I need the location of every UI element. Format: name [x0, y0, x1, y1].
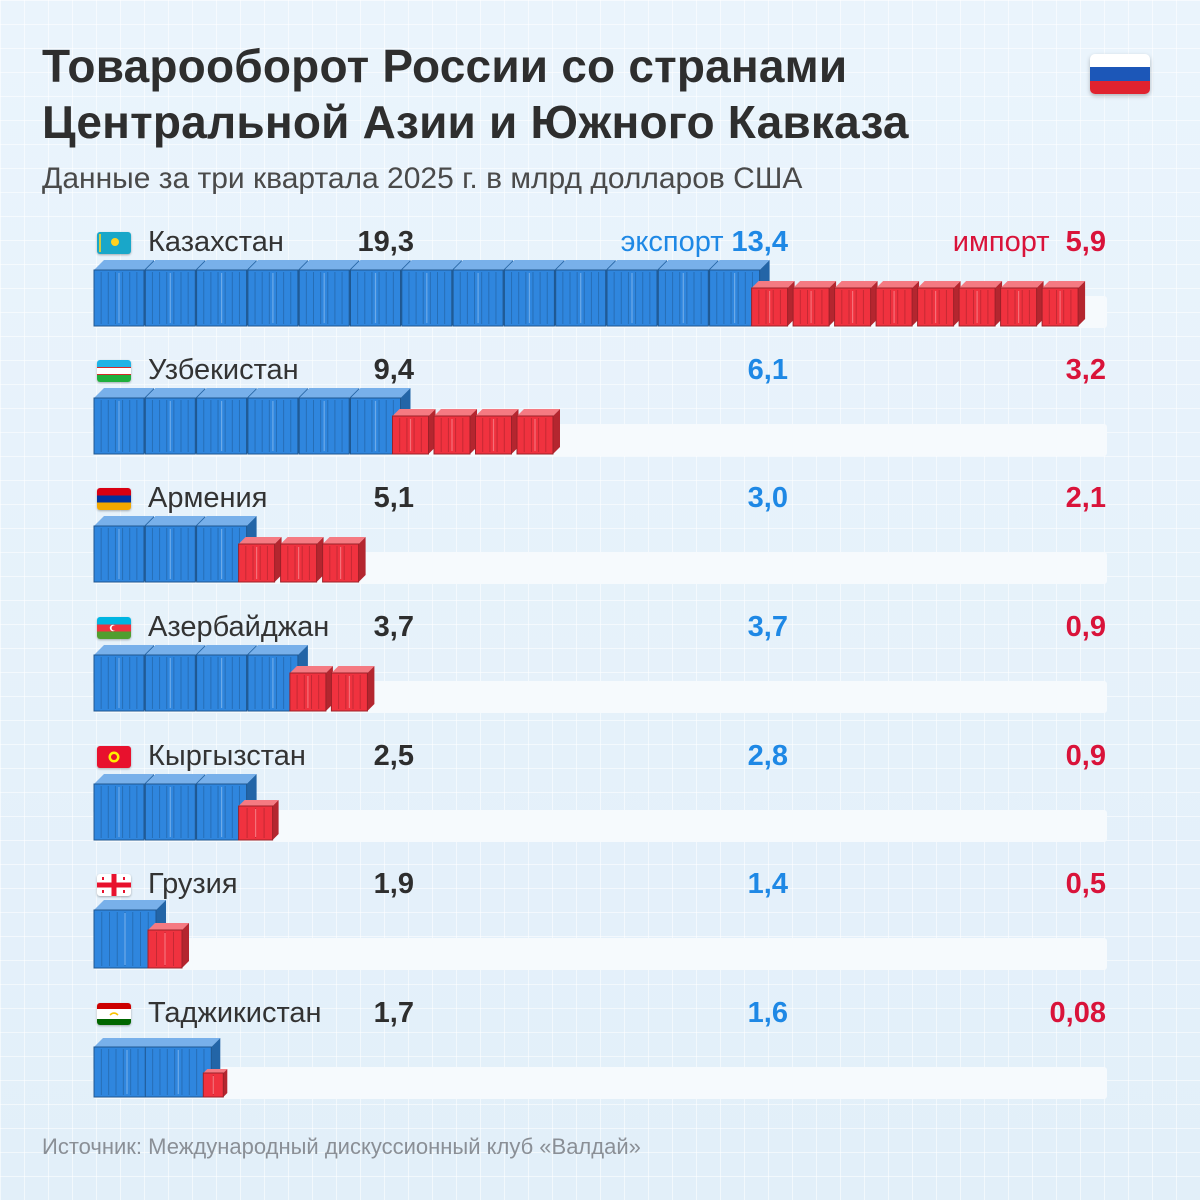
import-container — [147, 923, 189, 969]
export-value: 1,4 — [747, 868, 788, 900]
uzbekistan-flag-icon — [97, 360, 131, 382]
bar-stack — [93, 516, 366, 583]
import-value: 0,9 — [1065, 611, 1106, 643]
export-cell: экспорт 13,4 — [520, 226, 788, 259]
source-note: Источник: Международный дискуссионный кл… — [42, 1134, 641, 1159]
total-value: 2,5 — [373, 740, 414, 772]
import-container — [330, 666, 375, 712]
import-container — [516, 409, 560, 455]
bar-stack — [93, 645, 375, 712]
kazakhstan-flag-icon — [97, 232, 131, 254]
import-container — [1000, 281, 1044, 327]
chart-row-azerbaijan: Азербайджан 3,7 3,7 0,9 — [0, 611, 1200, 743]
import-container — [238, 800, 279, 841]
bar-stack — [93, 388, 560, 455]
import-container — [433, 409, 477, 455]
chart-row-kyrgyzstan: Кыргызстан 2,5 2,8 0,9 — [0, 740, 1200, 872]
export-container — [93, 900, 166, 969]
total-value: 9,4 — [373, 354, 414, 386]
tajikistan-flag-icon — [97, 1003, 131, 1025]
country-name: Узбекистан — [148, 354, 299, 386]
import-container — [1041, 281, 1086, 327]
export-container — [93, 774, 154, 841]
bar-stack — [93, 900, 189, 969]
import-container — [238, 537, 282, 583]
armenia-flag-icon — [97, 488, 131, 510]
total-value: 3,7 — [373, 611, 414, 643]
import-container — [834, 281, 878, 327]
import-value: 5,9 — [1065, 226, 1106, 258]
export-value: 3,0 — [747, 482, 788, 514]
chart-row-georgia: Грузия 1,9 1,4 0,5 — [0, 868, 1200, 1000]
export-container — [93, 516, 154, 583]
import-container — [751, 281, 795, 327]
import-value: 2,1 — [1065, 482, 1106, 514]
bar-stack — [93, 774, 279, 841]
export-container — [144, 1038, 221, 1098]
total-value: 1,9 — [373, 868, 414, 900]
country-name: Казахстан — [148, 226, 284, 258]
import-value: 0,9 — [1065, 740, 1106, 772]
import-container — [792, 281, 837, 327]
georgia-flag-icon — [97, 874, 131, 896]
kyrgyzstan-flag-icon — [97, 746, 131, 768]
export-label: экспорт — [620, 226, 724, 258]
bar-track — [93, 1067, 1107, 1099]
import-value: 0,5 — [1065, 868, 1106, 900]
title-line-1: Товарооборот России со странами — [42, 40, 848, 92]
export-value: 3,7 — [747, 611, 788, 643]
import-container — [958, 281, 1003, 327]
total-value: 19,3 — [357, 226, 414, 258]
bar-track — [93, 938, 1107, 970]
import-container — [289, 666, 333, 712]
title-line-2: Центральной Азии и Южного Кавказа — [42, 96, 909, 148]
country-name: Кыргызстан — [148, 740, 306, 772]
export-value: 2,8 — [747, 740, 788, 772]
import-cell: импорт 5,9 — [850, 226, 1106, 259]
bar-stack — [93, 1038, 228, 1098]
export-container — [298, 260, 360, 327]
bar-stack — [93, 260, 1086, 327]
country-name: Грузия — [148, 868, 238, 900]
total-value: 5,1 — [373, 482, 414, 514]
import-value: 3,2 — [1065, 354, 1106, 386]
export-container — [503, 260, 565, 327]
export-container — [657, 260, 719, 327]
chart-row-kazakhstan: Казахстан 19,3 экспорт 13,4 импорт 5,9 — [0, 226, 1200, 358]
import-value: 0,08 — [1049, 997, 1106, 1029]
country-name: Азербайджан — [148, 611, 330, 643]
total-value: 1,7 — [373, 997, 414, 1029]
import-container — [392, 409, 436, 455]
country-name: Таджикистан — [148, 997, 322, 1029]
chart-row-uzbekistan: Узбекистан 9,4 6,1 3,2 — [0, 354, 1200, 486]
chart-row-armenia: Армения 5,1 3,0 2,1 — [0, 482, 1200, 614]
country-name: Армения — [148, 482, 268, 514]
import-container — [917, 281, 961, 327]
chart-row-tajikistan: Таджикистан 1,7 1,6 0,08 — [0, 997, 1200, 1129]
import-label: импорт — [952, 226, 1050, 258]
export-container — [144, 774, 206, 841]
export-value: 1,6 — [747, 997, 788, 1029]
import-container — [475, 409, 519, 455]
import-container — [202, 1069, 228, 1098]
import-container — [322, 537, 366, 583]
azerbaijan-flag-icon — [97, 617, 131, 639]
chart-subtitle: Данные за три квартала 2025 г. в млрд до… — [42, 162, 803, 195]
chart-title: Товарооборот России со странами Централь… — [42, 38, 1042, 150]
russia-flag-icon — [1090, 54, 1150, 94]
import-container — [875, 281, 920, 327]
export-value: 6,1 — [747, 354, 788, 386]
import-container — [280, 537, 324, 583]
export-value: 13,4 — [731, 226, 788, 258]
export-container — [709, 260, 770, 327]
